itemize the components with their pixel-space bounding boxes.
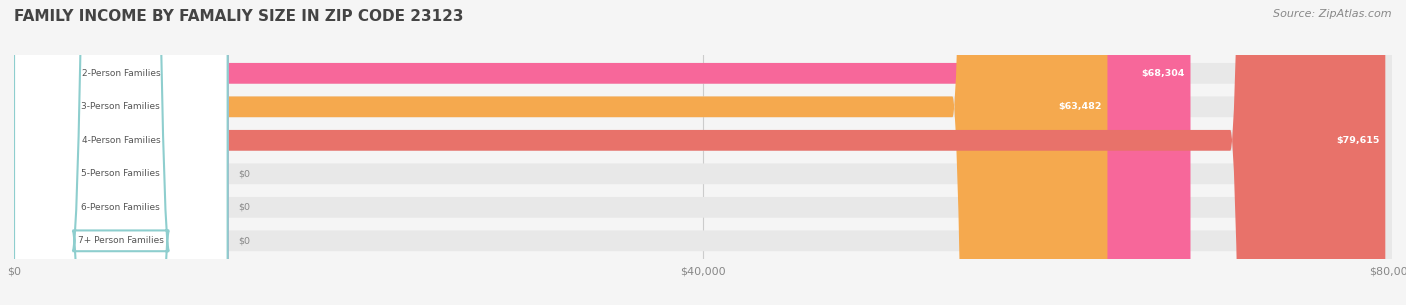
FancyBboxPatch shape (14, 0, 1392, 305)
Text: 4-Person Families: 4-Person Families (82, 136, 160, 145)
FancyBboxPatch shape (14, 0, 1392, 305)
Text: 6-Person Families: 6-Person Families (82, 203, 160, 212)
FancyBboxPatch shape (14, 0, 228, 305)
FancyBboxPatch shape (14, 0, 1392, 305)
Text: 7+ Person Families: 7+ Person Families (77, 236, 163, 245)
Text: $63,482: $63,482 (1059, 102, 1102, 111)
Text: 2-Person Families: 2-Person Families (82, 69, 160, 78)
FancyBboxPatch shape (14, 0, 228, 305)
Text: $0: $0 (239, 236, 250, 245)
FancyBboxPatch shape (14, 0, 228, 305)
Text: $0: $0 (239, 203, 250, 212)
FancyBboxPatch shape (14, 0, 228, 305)
FancyBboxPatch shape (14, 0, 1392, 305)
FancyBboxPatch shape (14, 0, 228, 305)
FancyBboxPatch shape (14, 0, 1108, 305)
FancyBboxPatch shape (14, 0, 1392, 305)
Text: FAMILY INCOME BY FAMALIY SIZE IN ZIP CODE 23123: FAMILY INCOME BY FAMALIY SIZE IN ZIP COD… (14, 9, 464, 24)
Text: Source: ZipAtlas.com: Source: ZipAtlas.com (1274, 9, 1392, 19)
FancyBboxPatch shape (14, 0, 228, 305)
FancyBboxPatch shape (14, 0, 1392, 305)
Text: $79,615: $79,615 (1337, 136, 1379, 145)
FancyBboxPatch shape (14, 0, 1385, 305)
Text: $0: $0 (239, 169, 250, 178)
FancyBboxPatch shape (14, 0, 1191, 305)
Text: 3-Person Families: 3-Person Families (82, 102, 160, 111)
Text: 5-Person Families: 5-Person Families (82, 169, 160, 178)
Text: $68,304: $68,304 (1142, 69, 1185, 78)
